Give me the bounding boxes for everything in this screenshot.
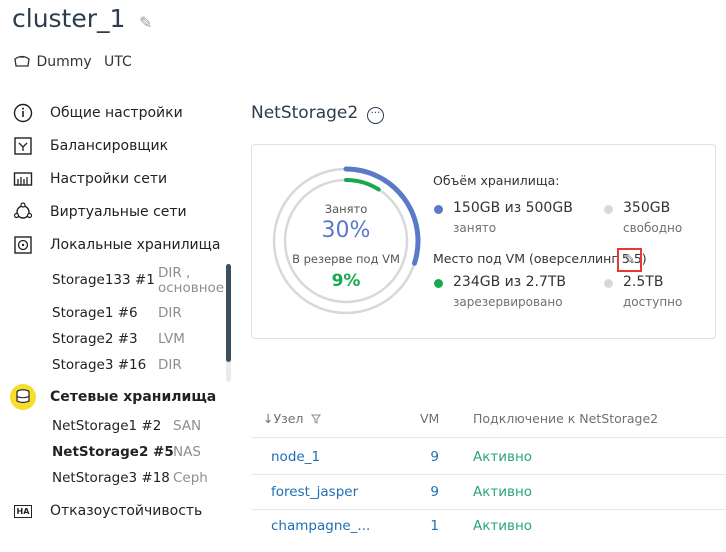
local-storage-type: LVM bbox=[158, 331, 185, 347]
reserved-label: зарезервировано bbox=[453, 295, 563, 309]
table-row-status: Активно bbox=[473, 449, 533, 465]
sidebar-item-local-storages[interactable]: Локальные хранилища bbox=[12, 233, 220, 257]
free-label: свободно bbox=[623, 221, 683, 235]
edit-overselling-icon[interactable]: ✎ bbox=[617, 248, 642, 272]
available-dot bbox=[604, 279, 613, 288]
used-label: занято bbox=[453, 221, 497, 235]
network-storage-item[interactable]: NetStorage1 #2 bbox=[52, 418, 162, 434]
column-header-vm[interactable]: VM bbox=[420, 411, 440, 426]
gauge-reserved-arc bbox=[344, 178, 381, 192]
column-header-node[interactable]: ↓Узел bbox=[263, 411, 322, 426]
info-icon bbox=[12, 102, 34, 124]
sidebar-item-label: Отказоустойчивость bbox=[50, 503, 203, 519]
edit-title-icon[interactable]: ✎ bbox=[139, 13, 153, 32]
gauge-reserved-value: 9% bbox=[331, 271, 361, 291]
network-storage-type: SAN bbox=[173, 418, 202, 434]
network-storage-type: NAS bbox=[173, 444, 201, 460]
storage-title: NetStorage2 bbox=[251, 103, 359, 123]
sidebar-item-label: Сетевые хранилища bbox=[50, 389, 217, 405]
table-row-vm[interactable]: 9 bbox=[430, 449, 439, 465]
teapot-icon bbox=[14, 55, 30, 67]
gauge-occupied-value: 30% bbox=[321, 218, 371, 243]
free-dot bbox=[604, 205, 613, 214]
sidebar-item-label: Виртуальные сети bbox=[50, 204, 187, 220]
reserved-dot bbox=[434, 279, 443, 288]
table-row-node[interactable]: node_1 bbox=[271, 449, 321, 465]
local-storage-type: DIR bbox=[158, 357, 182, 373]
table-row-status: Активно bbox=[473, 484, 533, 500]
sidebar-item-label: Локальные хранилища bbox=[50, 237, 221, 253]
volume-label: Объём хранилища: bbox=[433, 173, 560, 188]
used-dot bbox=[434, 205, 443, 214]
network-storage-type: Ceph bbox=[173, 470, 208, 486]
sidebar-item-network-settings[interactable]: Настройки сети bbox=[12, 167, 167, 191]
table-row-status: Активно bbox=[473, 518, 533, 534]
vm-space-label: Место под VM (оверселлинг 5.5) bbox=[433, 251, 647, 266]
sidebar-item-label: Настройки сети bbox=[50, 171, 168, 187]
sidebar-item-network-storages[interactable]: Сетевые хранилища bbox=[10, 384, 217, 410]
table-divider bbox=[251, 474, 726, 475]
local-storage-type: DIR bbox=[158, 305, 182, 321]
table-row-node[interactable]: champagne_... bbox=[271, 518, 371, 534]
driver-info: Dummy bbox=[12, 54, 92, 70]
network-settings-icon bbox=[12, 168, 34, 190]
more-options-icon[interactable]: ··· bbox=[367, 107, 384, 124]
storage-summary-card bbox=[251, 144, 716, 339]
local-storage-item[interactable]: Storage133 #1 bbox=[52, 272, 155, 288]
table-row-vm[interactable]: 1 bbox=[430, 518, 439, 534]
table-row-node[interactable]: forest_jasper bbox=[271, 484, 359, 500]
network-storage-icon bbox=[10, 384, 36, 410]
filter-icon[interactable] bbox=[311, 414, 322, 424]
page-title: cluster_1 bbox=[12, 4, 126, 33]
network-storage-item[interactable]: NetStorage3 #18 bbox=[52, 470, 170, 486]
sidebar-item-label: Общие настройки bbox=[50, 105, 183, 121]
local-storage-type: DIR , основное bbox=[158, 265, 225, 296]
sidebar-item-virtual-networks[interactable]: Виртуальные сети bbox=[12, 200, 187, 224]
sidebar-scrollbar-thumb[interactable] bbox=[226, 264, 231, 362]
available-value: 2.5TB bbox=[623, 274, 664, 290]
sidebar-item-ha[interactable]: HA Отказоустойчивость bbox=[12, 499, 202, 523]
reserved-value: 234GB из 2.7TB bbox=[453, 274, 567, 290]
local-storage-item[interactable]: Storage3 #16 bbox=[52, 357, 147, 373]
free-value: 350GB bbox=[623, 200, 671, 216]
timezone-label: UTC bbox=[104, 54, 132, 70]
used-value: 150GB из 500GB bbox=[453, 200, 573, 216]
sidebar-item-label: Балансировщик bbox=[50, 138, 169, 154]
network-storage-item-active[interactable]: NetStorage2 #5 bbox=[52, 444, 174, 460]
local-storage-icon bbox=[12, 234, 34, 256]
table-row-vm[interactable]: 9 bbox=[430, 484, 439, 500]
sidebar-item-balancer[interactable]: Балансировщик bbox=[12, 134, 168, 158]
usage-gauge bbox=[272, 166, 421, 315]
balancer-icon bbox=[12, 135, 34, 157]
sidebar-item-general[interactable]: Общие настройки bbox=[12, 101, 183, 125]
available-label: доступно bbox=[623, 295, 683, 309]
table-divider bbox=[251, 437, 726, 438]
gauge-used-arc bbox=[343, 166, 421, 266]
driver-label: Dummy bbox=[36, 54, 92, 70]
ha-icon: HA bbox=[12, 500, 34, 522]
local-storage-item[interactable]: Storage1 #6 bbox=[52, 305, 138, 321]
local-storage-item[interactable]: Storage2 #3 bbox=[52, 331, 138, 347]
gauge-reserved-label: В резерве под VM bbox=[292, 252, 400, 266]
gauge-occupied-label: Занято bbox=[324, 202, 368, 216]
column-header-connection[interactable]: Подключение к NetStorage2 bbox=[473, 411, 659, 426]
table-divider bbox=[251, 509, 726, 510]
virtual-network-icon bbox=[12, 201, 34, 223]
